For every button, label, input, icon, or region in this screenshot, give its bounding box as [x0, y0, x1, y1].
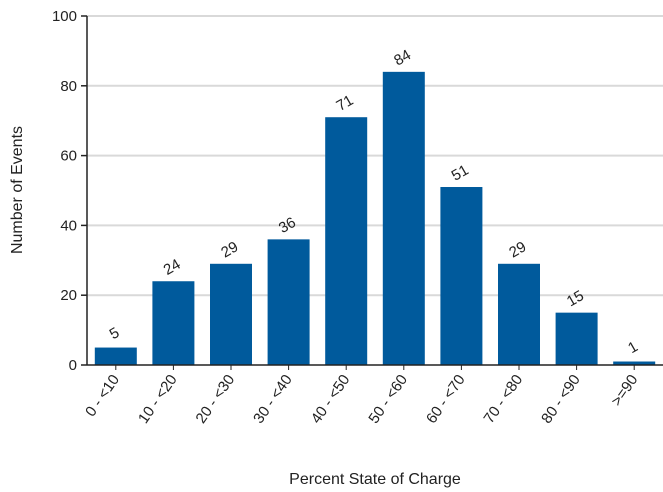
bar-0-10: [94, 347, 137, 365]
x-axis-title: Percent State of Charge: [289, 471, 461, 488]
gridlines: [87, 15, 663, 297]
x-tick-label: 60 - <70: [423, 372, 469, 427]
bar-70-80: [498, 263, 540, 365]
x-tick-label: >=90: [608, 372, 642, 410]
y-tick-label: 20: [60, 287, 77, 304]
data-label: 51: [449, 162, 472, 185]
bar-60-70: [440, 187, 483, 365]
x-tick-label: 40 - <50: [308, 372, 354, 427]
bar-30-40: [267, 239, 310, 365]
data-label: 5: [107, 324, 123, 343]
x-tick-label: 30 - <40: [250, 372, 296, 427]
data-label: 29: [506, 238, 529, 261]
y-tick-label: 60: [60, 148, 77, 165]
data-label: 1: [625, 338, 641, 357]
x-tick-label: 0 - <10: [82, 372, 123, 420]
x-tick-label: 50 - <60: [365, 372, 411, 427]
y-axis-title: Number of Events: [9, 126, 26, 254]
data-label: 15: [564, 287, 587, 310]
data-label: 24: [161, 256, 184, 279]
bar-10-20: [152, 281, 195, 365]
bar-50-60: [382, 71, 425, 365]
data-labels: 5 24 29 36 71 84 51 29 15 1: [107, 46, 641, 357]
data-label: 84: [391, 46, 414, 69]
x-ticks: 0 - <10 10 - <20 20 - <30 30 - <40 40 - <50 5…: [82, 365, 641, 427]
data-label: 36: [276, 214, 299, 237]
data-label: 29: [218, 238, 241, 261]
y-tick-label: 0: [69, 357, 77, 374]
bar-80-90: [555, 312, 598, 365]
x-tick-label: 20 - <30: [193, 372, 239, 427]
x-tick-label: 80 - <90: [538, 372, 584, 427]
x-tick-label: 10 - <20: [135, 372, 181, 427]
x-tick-label: 70 - <80: [481, 372, 527, 427]
y-tick-label: 40: [60, 217, 77, 234]
axes: [86, 16, 663, 366]
y-tick-label: 80: [60, 78, 77, 95]
y-tick-label: 100: [52, 8, 77, 25]
bar-40-50: [325, 117, 368, 366]
bars: [94, 71, 656, 366]
bar-20-30: [210, 263, 252, 365]
data-label: 71: [333, 92, 356, 115]
y-ticks: 0 20 40 60 80 100: [52, 8, 87, 374]
bar-90: [613, 361, 656, 365]
